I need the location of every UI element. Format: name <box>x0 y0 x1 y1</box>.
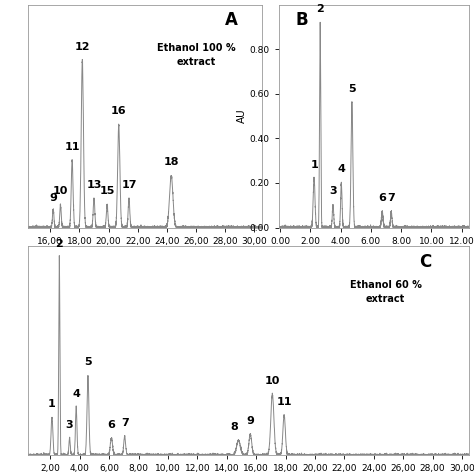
Text: 9: 9 <box>246 416 254 426</box>
Text: 5: 5 <box>348 84 356 94</box>
Text: 11: 11 <box>276 397 292 407</box>
Text: 2: 2 <box>55 238 63 248</box>
Text: 5: 5 <box>84 357 92 367</box>
Text: 13: 13 <box>86 180 102 190</box>
X-axis label: Minutes: Minutes <box>125 248 165 258</box>
Text: 16: 16 <box>111 106 127 116</box>
Text: 10: 10 <box>264 376 280 386</box>
Text: 7: 7 <box>121 418 128 428</box>
Text: 4: 4 <box>337 164 345 174</box>
Text: 3: 3 <box>66 420 73 430</box>
Text: 15: 15 <box>100 186 115 196</box>
Text: 2: 2 <box>316 4 324 14</box>
Text: Ethanol 60 %
extract: Ethanol 60 % extract <box>349 280 421 304</box>
Text: 18: 18 <box>164 157 179 167</box>
Text: 6: 6 <box>108 420 115 430</box>
Text: 10: 10 <box>53 186 68 196</box>
Text: 12: 12 <box>74 42 90 52</box>
Text: 11: 11 <box>64 142 80 152</box>
Text: B: B <box>295 11 308 29</box>
Text: 6: 6 <box>378 193 386 203</box>
Text: 1: 1 <box>48 399 56 409</box>
Text: 4: 4 <box>72 389 80 399</box>
Text: 17: 17 <box>121 180 137 190</box>
Text: 9: 9 <box>49 193 57 203</box>
Text: 7: 7 <box>387 193 395 203</box>
Text: 8: 8 <box>230 422 238 432</box>
Text: 3: 3 <box>329 186 337 196</box>
Text: 1: 1 <box>310 160 318 170</box>
Y-axis label: AU: AU <box>237 109 246 123</box>
Text: Ethanol 100 %
extract: Ethanol 100 % extract <box>157 43 236 67</box>
Text: A: A <box>225 11 237 29</box>
Text: C: C <box>419 253 431 271</box>
